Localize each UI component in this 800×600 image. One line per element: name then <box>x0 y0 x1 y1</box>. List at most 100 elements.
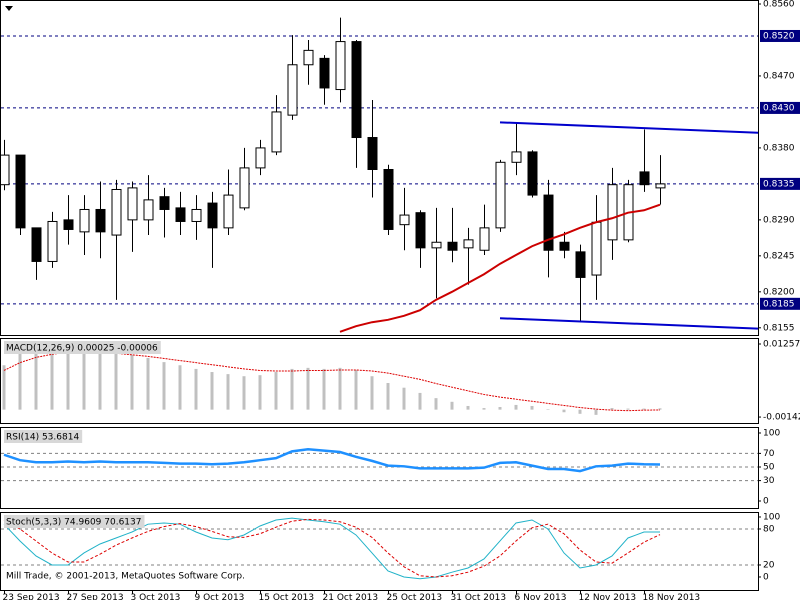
histogram-bar <box>482 408 486 410</box>
y-tick-label: 20 <box>763 560 775 570</box>
candle-body <box>367 137 378 170</box>
histogram-bar <box>386 383 390 410</box>
candle-body <box>639 171 650 186</box>
x-tick-label: 31 Oct 2013 <box>451 593 507 600</box>
price-label-bg <box>760 297 800 310</box>
candle-body <box>207 202 218 229</box>
histogram-bar <box>162 362 166 410</box>
candle-body <box>335 41 346 91</box>
candle-body <box>159 196 170 210</box>
histogram-bar <box>370 376 374 410</box>
histogram-bar <box>146 357 150 410</box>
candle-body <box>607 184 618 241</box>
candle-body <box>127 187 138 221</box>
candle-body <box>47 220 58 262</box>
histogram-bar <box>226 374 230 410</box>
copyright: Mill Trade, © 2001-2013, MetaQuotes Soft… <box>6 572 245 582</box>
price-label-bg <box>760 177 800 190</box>
y-tick-label: 0.8560 <box>763 0 795 9</box>
candle-body <box>1 154 10 186</box>
y-tick-label: 0.8200 <box>763 287 795 297</box>
x-tick-label: 21 Oct 2013 <box>323 593 379 600</box>
histogram-bar <box>546 409 550 410</box>
histogram-bar <box>418 392 422 410</box>
histogram-bar <box>338 367 342 410</box>
indicator-label-bg <box>4 341 161 354</box>
histogram-bar <box>98 350 102 410</box>
candle-body <box>319 57 330 89</box>
histogram-bar <box>306 367 310 410</box>
candle-body <box>495 161 506 229</box>
panel-frame <box>0 427 759 509</box>
candle-body <box>239 167 250 209</box>
y-tick-label: 0.8155 <box>763 323 795 333</box>
candle-body <box>479 227 490 251</box>
histogram-bar <box>514 404 518 410</box>
y-tick-label: -0.00142 <box>763 413 800 423</box>
histogram-bar <box>2 365 6 410</box>
histogram-bar <box>578 409 582 414</box>
histogram-bar <box>402 387 406 410</box>
candle-body <box>255 147 266 169</box>
indicator-line <box>3 448 661 473</box>
histogram-bar <box>34 349 38 410</box>
histogram-bar <box>642 408 646 410</box>
candle-body <box>303 49 314 66</box>
x-tick-label: 25 Oct 2013 <box>387 593 443 600</box>
histogram-bar <box>610 408 614 410</box>
histogram-bar <box>498 407 502 410</box>
histogram-bar <box>258 375 262 410</box>
price-label: 0.8430 <box>763 103 795 113</box>
candle-body <box>175 207 186 222</box>
histogram-bar <box>434 398 438 410</box>
x-tick-label: 9 Oct 2013 <box>195 593 245 600</box>
panel-frame <box>0 0 759 336</box>
candle-body <box>63 219 74 230</box>
price-label: 0.8335 <box>763 179 795 189</box>
candle-body <box>399 214 410 226</box>
x-tick-label: 27 Sep 2013 <box>67 593 124 600</box>
histogram-bar <box>130 354 134 410</box>
candle-body <box>287 64 298 116</box>
x-tick-label: 23 Sep 2013 <box>3 593 60 600</box>
histogram-bar <box>242 376 246 410</box>
y-tick-label: 100 <box>763 512 780 522</box>
histogram-bar <box>466 405 470 410</box>
histogram-bar <box>290 368 294 410</box>
indicator-line <box>3 518 661 578</box>
y-tick-label: 0.8245 <box>763 251 795 261</box>
histogram-bar <box>562 409 566 413</box>
candle-body <box>351 41 362 139</box>
candle-body <box>271 111 282 153</box>
candle-body <box>431 241 442 249</box>
histogram-bar <box>594 409 598 415</box>
x-tick-label: 3 Oct 2013 <box>131 593 181 600</box>
indicator-line <box>3 517 661 580</box>
candle-body <box>15 154 26 229</box>
y-tick-label: 80 <box>763 524 775 534</box>
indicator-label: RSI(14) 53.6814 <box>6 433 79 443</box>
candle-body <box>559 241 570 251</box>
histogram-bar <box>114 352 118 410</box>
histogram-bar <box>450 401 454 410</box>
indicator-label: Stoch(5,3,3) 74.9609 70.6137 <box>6 518 141 528</box>
histogram-bar <box>178 365 182 410</box>
y-tick-label: 0.8470 <box>763 71 795 81</box>
histogram-bar <box>210 372 214 410</box>
candle-body <box>31 227 42 262</box>
candle-body <box>223 194 234 229</box>
x-tick-label: 18 Nov 2013 <box>643 593 701 600</box>
candle-body <box>511 151 522 163</box>
y-tick-label: 0 <box>763 496 769 506</box>
candle-body <box>79 208 90 233</box>
histogram-bar <box>626 408 630 410</box>
indicator-label: MACD(12,26,9) 0.00025 -0.00006 <box>6 344 158 354</box>
histogram-bar <box>50 348 54 410</box>
x-tick-label: 6 Nov 2013 <box>515 593 567 600</box>
candle-body <box>591 221 602 276</box>
histogram-bar <box>274 372 278 410</box>
candle-body <box>447 241 458 251</box>
candle-body <box>95 208 106 233</box>
candle-body <box>415 212 426 249</box>
